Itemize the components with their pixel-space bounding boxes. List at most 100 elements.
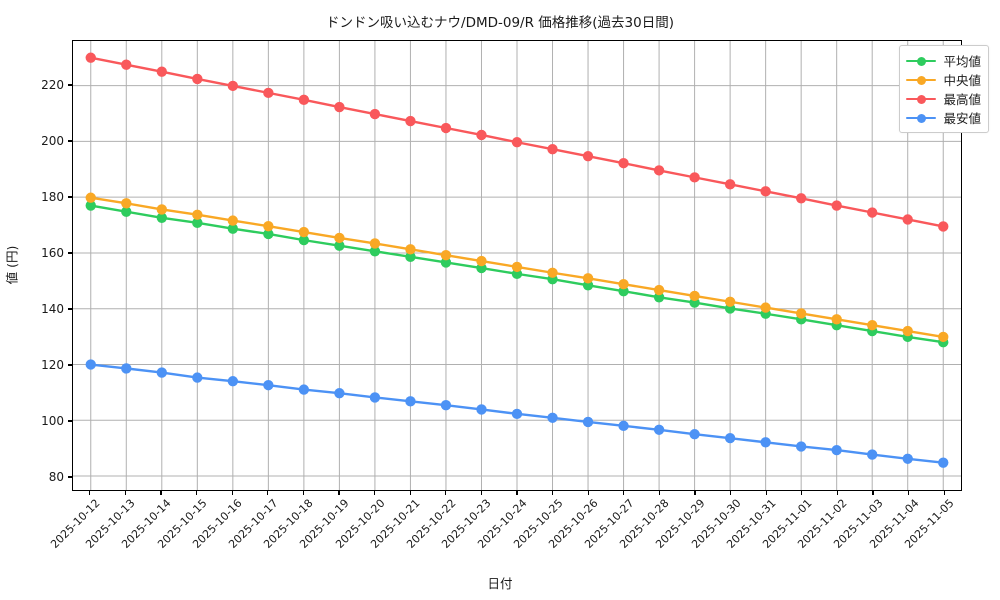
- data-point: [547, 144, 558, 155]
- data-point: [192, 372, 203, 383]
- y-tick-mark: [68, 308, 72, 310]
- data-point: [511, 261, 523, 273]
- x-tick-mark: [943, 491, 945, 495]
- data-point: [192, 73, 203, 85]
- data-point: [121, 206, 132, 217]
- plot-area: [72, 40, 962, 491]
- chart-title: ドンドン吸い込むナウ/DMD-09/R 価格推移(過去30日間): [326, 15, 674, 31]
- series-1: [85, 200, 949, 348]
- y-tick-mark: [68, 364, 72, 366]
- data-point: [689, 429, 700, 440]
- data-point: [867, 320, 878, 331]
- data-point: [760, 302, 771, 313]
- data-point: [440, 122, 452, 134]
- x-tick-mark: [338, 491, 340, 495]
- data-point: [795, 308, 807, 319]
- legend-marker-icon: [906, 92, 937, 106]
- data-point: [334, 101, 345, 113]
- data-point: [724, 296, 736, 307]
- x-tick-mark: [374, 491, 376, 495]
- y-tick-mark: [68, 84, 72, 86]
- data-point: [405, 251, 416, 263]
- data-point: [618, 157, 629, 169]
- data-point: [511, 137, 523, 148]
- data-point: [263, 228, 274, 240]
- legend-item-1[interactable]: 平均値: [906, 51, 981, 70]
- x-tick-mark: [196, 491, 198, 495]
- legend-label: 平均値: [943, 54, 981, 69]
- data-point: [476, 129, 487, 141]
- y-tick-mark: [68, 252, 72, 254]
- y-tick-label: 180: [41, 189, 64, 204]
- y-tick-mark: [68, 196, 72, 198]
- data-point: [795, 193, 807, 204]
- data-point: [831, 200, 842, 211]
- data-point: [121, 59, 132, 70]
- data-point: [795, 441, 807, 452]
- y-tick-label: 80: [48, 469, 64, 484]
- data-point: [760, 186, 771, 197]
- data-point: [334, 388, 345, 399]
- data-point: [369, 246, 381, 257]
- data-point: [831, 444, 842, 456]
- data-point: [405, 115, 416, 127]
- legend-marker-icon: [906, 111, 937, 125]
- data-point: [902, 214, 913, 225]
- data-point: [85, 200, 96, 211]
- legend-marker-icon: [906, 73, 937, 87]
- data-point: [867, 207, 878, 218]
- data-point: [298, 94, 310, 106]
- data-point: [547, 412, 558, 423]
- data-point: [618, 279, 629, 290]
- legend-item-4[interactable]: 最安値: [906, 108, 981, 127]
- data-point: [85, 52, 96, 63]
- data-point: [938, 331, 949, 343]
- x-tick-mark: [231, 491, 233, 495]
- data-point: [653, 292, 665, 303]
- data-point: [192, 209, 203, 220]
- data-point: [156, 212, 167, 223]
- data-point: [653, 165, 665, 176]
- x-tick-mark: [516, 491, 518, 495]
- y-tick-mark: [68, 476, 72, 478]
- x-axis-label: 日付: [487, 576, 513, 591]
- data-point: [156, 66, 167, 77]
- data-point: [227, 80, 239, 92]
- data-point: [405, 396, 416, 407]
- y-tick-label: 200: [41, 133, 64, 148]
- x-tick-mark: [587, 491, 589, 495]
- data-point: [121, 198, 132, 209]
- data-point: [334, 232, 345, 244]
- data-point: [227, 215, 239, 226]
- y-tick-label: 220: [41, 77, 64, 92]
- y-axis-label: 値 (円): [0, 0, 24, 600]
- data-series-layer: [85, 52, 949, 468]
- data-point: [263, 221, 274, 232]
- x-tick-mark: [302, 491, 305, 495]
- x-tick-mark: [445, 491, 447, 495]
- data-point: [227, 376, 239, 387]
- data-point: [547, 267, 558, 278]
- data-point: [227, 223, 239, 234]
- x-tick-mark: [480, 491, 483, 495]
- legend-marker-icon: [906, 54, 937, 68]
- data-point: [653, 284, 665, 296]
- data-point: [369, 238, 381, 249]
- series-4: [85, 359, 949, 468]
- x-tick-mark: [623, 491, 625, 495]
- data-point: [121, 363, 132, 374]
- data-point: [369, 108, 381, 120]
- legend-item-3[interactable]: 最高値: [906, 89, 981, 108]
- data-point: [653, 424, 665, 435]
- data-point: [263, 379, 274, 391]
- data-point: [156, 367, 167, 378]
- legend-item-2[interactable]: 中央値: [906, 70, 981, 89]
- data-point: [902, 453, 913, 464]
- data-point: [724, 432, 736, 444]
- x-tick-mark: [801, 491, 803, 495]
- data-point: [298, 234, 310, 246]
- x-tick-mark: [160, 491, 162, 495]
- x-tick-mark: [730, 491, 732, 495]
- y-tick-mark: [68, 420, 72, 422]
